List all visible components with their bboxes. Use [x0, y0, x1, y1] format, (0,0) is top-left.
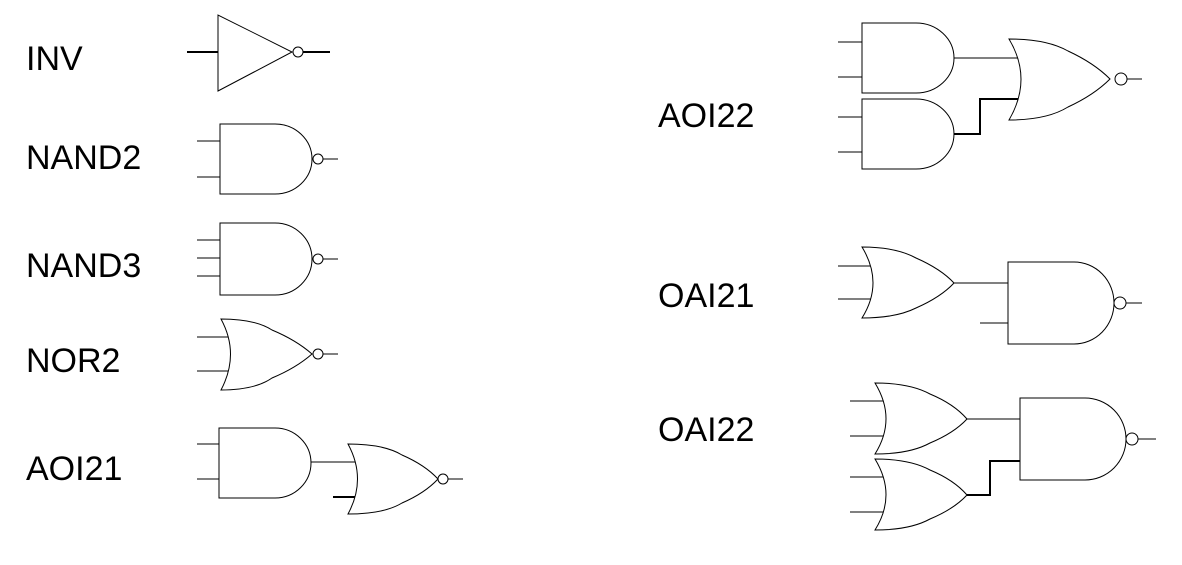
aoi21-symbol: [197, 427, 463, 515]
label-oai22: OAI22: [658, 411, 755, 449]
nor2-symbol: [197, 318, 338, 391]
nand3-symbol: [197, 222, 338, 296]
oai22-symbol: [850, 382, 1156, 531]
oai21-symbol: [838, 246, 1142, 345]
label-inv: INV: [26, 40, 83, 78]
nand2-symbol: [197, 123, 338, 195]
label-aoi21: AOI21: [26, 450, 123, 488]
label-nand3: NAND3: [26, 247, 142, 285]
label-nor2: NOR2: [26, 342, 121, 380]
label-oai21: OAI21: [658, 277, 755, 315]
aoi22-symbol: [838, 22, 1142, 170]
label-aoi22: AOI22: [658, 97, 755, 135]
label-nand2: NAND2: [26, 139, 142, 177]
inv-symbol: [187, 14, 330, 92]
